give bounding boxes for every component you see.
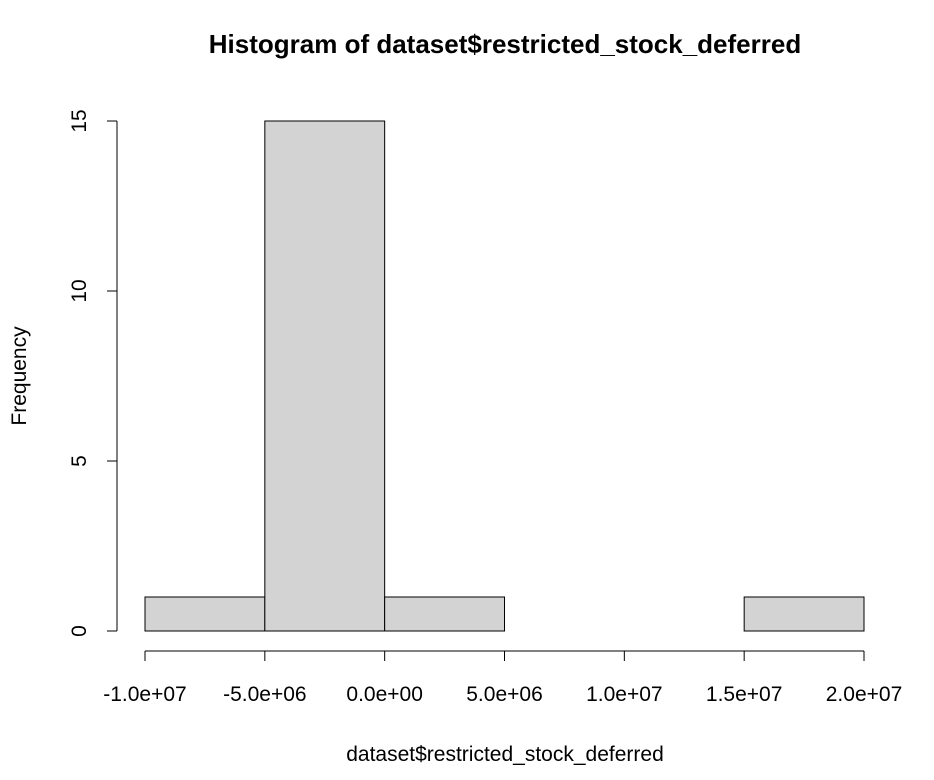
x-tick-label-3: 5.0e+06: [466, 683, 543, 706]
bars-group: [144, 120, 865, 632]
y-tick-label-2: 10: [68, 279, 91, 302]
x-tick-label-5: 1.5e+07: [706, 683, 783, 706]
chart-title: Histogram of dataset$restricted_stock_de…: [209, 29, 801, 59]
x-tick-label-0: -1.0e+07: [103, 683, 187, 706]
y-axis: 0 5 10 15: [68, 109, 118, 637]
y-tick-label-0: 0: [68, 625, 91, 637]
x-tick-label-2: 0.0e+00: [346, 683, 423, 706]
histogram-bar-5: [743, 596, 865, 632]
x-tick-label-6: 2.0e+07: [826, 683, 903, 706]
x-tick-label-1: -5.0e+06: [223, 683, 307, 706]
x-axis-label: dataset$restricted_stock_deferred: [346, 743, 664, 766]
y-axis-label: Frequency: [8, 326, 31, 426]
y-tick-label-3: 15: [68, 109, 91, 132]
histogram-bar-0: [144, 596, 266, 632]
x-tick-label-4: 1.0e+07: [586, 683, 663, 706]
histogram-bar-2: [384, 596, 505, 632]
y-tick-label-1: 5: [68, 455, 91, 467]
x-axis: -1.0e+07 -5.0e+06 0.0e+00 5.0e+06 1.0e+07 1.5…: [103, 650, 903, 706]
histogram-bar-1: [264, 120, 386, 632]
